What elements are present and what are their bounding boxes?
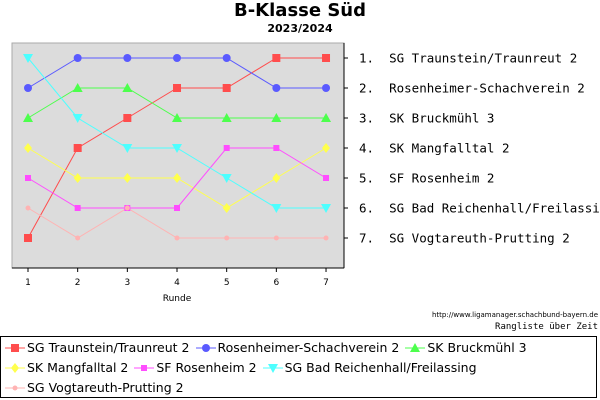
legend-label: SK Mangfalltal 2	[27, 360, 129, 375]
legend-row: SK Mangfalltal 2 SF Rosenheim 2 SG Bad Rei…	[5, 358, 483, 378]
data-point	[323, 235, 329, 241]
data-point	[222, 84, 231, 92]
chart-subtitle: 2023/2024	[267, 22, 333, 35]
data-point	[72, 114, 83, 123]
chart-caption: Rangliste über Zeit	[495, 322, 598, 332]
data-point	[123, 54, 132, 62]
legend-swatch	[134, 365, 155, 371]
data-point	[24, 234, 32, 242]
data-point	[272, 54, 281, 62]
data-point	[323, 175, 330, 181]
data-point	[73, 173, 82, 183]
data-point	[221, 174, 232, 183]
legend-swatch	[262, 364, 283, 373]
data-point	[25, 205, 31, 211]
data-point	[272, 173, 281, 183]
y-tick-label: 5. SF Rosenheim 2	[359, 171, 494, 186]
data-point	[124, 205, 130, 211]
chart-title: B-Klasse Süd	[233, 0, 367, 21]
data-point	[322, 84, 331, 92]
data-point	[173, 84, 182, 92]
data-point	[173, 173, 182, 183]
data-point	[122, 144, 133, 153]
legend-swatch	[5, 363, 25, 373]
x-tick-label: 3	[124, 278, 130, 288]
data-point	[24, 143, 32, 153]
data-point	[73, 54, 82, 62]
x-tick-label: 2	[75, 278, 81, 288]
y-tick-label: 3. SK Bruckmühl 3	[359, 111, 494, 126]
data-point	[223, 145, 230, 151]
data-point	[172, 113, 183, 122]
legend-item: SG Bad Reichenhall/Freilassing	[262, 360, 477, 376]
y-tick-label: 2. Rosenheimer-Schachverein 2	[359, 81, 585, 96]
legend-swatch	[5, 385, 25, 391]
data-point	[272, 84, 281, 92]
data-point	[271, 204, 282, 213]
data-point	[322, 143, 331, 153]
x-tick-label: 1	[25, 278, 31, 288]
data-point	[273, 235, 279, 241]
legend-item: SG Vogtareuth-Prutting 2	[5, 380, 184, 396]
y-tick-label: 4. SK Mangfalltal 2	[359, 141, 510, 156]
data-point	[221, 113, 232, 122]
legend-item: SG Traunstein/Traunreut 2	[5, 340, 190, 356]
legend-swatch	[5, 344, 25, 352]
legend-item: SK Bruckmühl 3	[405, 340, 527, 356]
legend-swatch	[195, 344, 216, 352]
legend-swatch	[405, 343, 426, 352]
data-point	[174, 205, 181, 211]
data-point	[73, 144, 82, 152]
legend-row: SG Traunstein/Traunreut 2 Rosenheimer-Sch…	[5, 338, 533, 358]
legend-item: SF Rosenheim 2	[134, 360, 257, 376]
y-tick-label: 7. SG Vogtareuth-Prutting 2	[359, 231, 570, 246]
data-point	[75, 235, 81, 241]
y-tick-label: 6. SG Bad Reichenhall/Freilassing	[359, 201, 600, 216]
x-tick-label: 5	[224, 278, 230, 288]
data-point	[224, 235, 230, 241]
data-point	[273, 145, 280, 151]
rank-chart: 1 2 3 4 5 6 7 1. SG Traunstein/Traunreut 2 2. Ro…	[11, 42, 600, 304]
legend-label: SG Bad Reichenhall/Freilassing	[284, 360, 477, 375]
legend-label: SF Rosenheim 2	[156, 360, 257, 375]
legend-row: SG Vogtareuth-Prutting 2	[5, 378, 190, 398]
legend-item: SK Mangfalltal 2	[5, 360, 128, 376]
data-point	[173, 54, 182, 62]
plot-area: 1 2 3 4 5 6 7 1. SG Traunstein/Traunreut 2 2. Ro…	[11, 42, 600, 288]
x-axis-label: Runde	[163, 294, 192, 304]
x-tick-label: 6	[273, 278, 279, 288]
data-point	[222, 203, 231, 213]
data-point	[172, 144, 183, 153]
data-point	[25, 175, 31, 181]
legend-item: Rosenheimer-Schachverein 2	[195, 340, 400, 356]
legend-label: Rosenheimer-Schachverein 2	[217, 340, 400, 355]
data-point	[24, 84, 32, 92]
y-tick-label: 1. SG Traunstein/Traunreut 2	[359, 51, 577, 66]
data-point	[122, 83, 133, 92]
legend-label: SK Bruckmühl 3	[427, 340, 527, 355]
legend-label: SG Vogtareuth-Prutting 2	[27, 380, 184, 395]
data-point	[174, 235, 180, 241]
source-url: http://www.ligamanager.schachbund-bayern…	[431, 311, 598, 319]
legend: SG Traunstein/Traunreut 2 Rosenheimer-Sch…	[0, 336, 597, 398]
data-point	[123, 114, 132, 122]
data-point	[72, 83, 83, 92]
data-point	[23, 54, 33, 63]
data-point	[322, 54, 331, 62]
data-point	[321, 113, 332, 122]
data-point	[321, 204, 332, 213]
x-tick-label: 4	[174, 278, 180, 288]
data-point	[23, 113, 33, 122]
data-point	[74, 205, 81, 211]
data-point	[222, 54, 231, 62]
legend-label: SG Traunstein/Traunreut 2	[27, 340, 190, 355]
data-point	[271, 113, 282, 122]
plot-background	[11, 42, 345, 269]
data-point	[123, 173, 132, 183]
x-tick-label: 7	[323, 278, 329, 288]
